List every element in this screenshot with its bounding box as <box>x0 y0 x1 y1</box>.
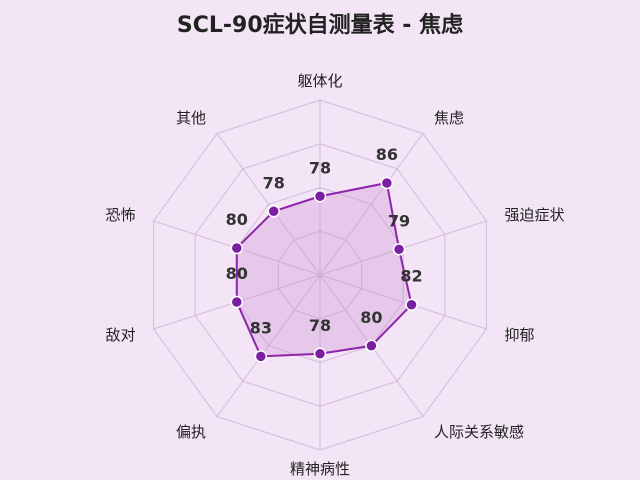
chart-title: SCL-90症状自测量表 - 焦虑 <box>177 12 463 38</box>
grid-spoke <box>216 274 321 417</box>
axis-label: 精神病性 <box>290 460 350 478</box>
data-point <box>230 295 244 309</box>
axis-label: 敌对 <box>105 326 135 344</box>
axis-label: 躯体化 <box>297 72 342 90</box>
data-point <box>230 241 244 255</box>
data-point <box>392 243 406 256</box>
data-point <box>267 205 280 218</box>
data-point <box>254 350 268 363</box>
data-label: 78 <box>263 173 285 192</box>
axis-label: 强迫症状 <box>505 206 565 224</box>
grid-spoke <box>319 274 487 330</box>
data-label: 78 <box>309 316 331 335</box>
data-point <box>380 176 394 190</box>
axis-label: 焦虑 <box>434 109 464 127</box>
data-label: 82 <box>400 267 422 286</box>
grid-spoke <box>319 133 424 276</box>
radar-series: 78 86 79 82 80 78 83 80 80 78 <box>226 145 423 363</box>
data-point <box>365 339 378 353</box>
axis-label: 偏执 <box>176 423 206 441</box>
axis-label: 人际关系敏感 <box>434 423 524 441</box>
data-label: 79 <box>388 211 410 230</box>
axis-label: 其他 <box>176 109 206 127</box>
data-label: 80 <box>360 308 382 327</box>
grid-spoke <box>216 133 321 276</box>
data-label: 78 <box>309 158 331 177</box>
data-label: 86 <box>376 145 398 164</box>
data-point <box>313 347 327 360</box>
data-point <box>313 190 327 203</box>
data-label: 83 <box>250 318 272 337</box>
axis-label: 抑郁 <box>505 326 535 344</box>
data-label: 80 <box>226 264 248 283</box>
data-label: 80 <box>226 210 248 229</box>
axis-label: 恐怖 <box>105 206 135 224</box>
data-point <box>405 298 418 311</box>
